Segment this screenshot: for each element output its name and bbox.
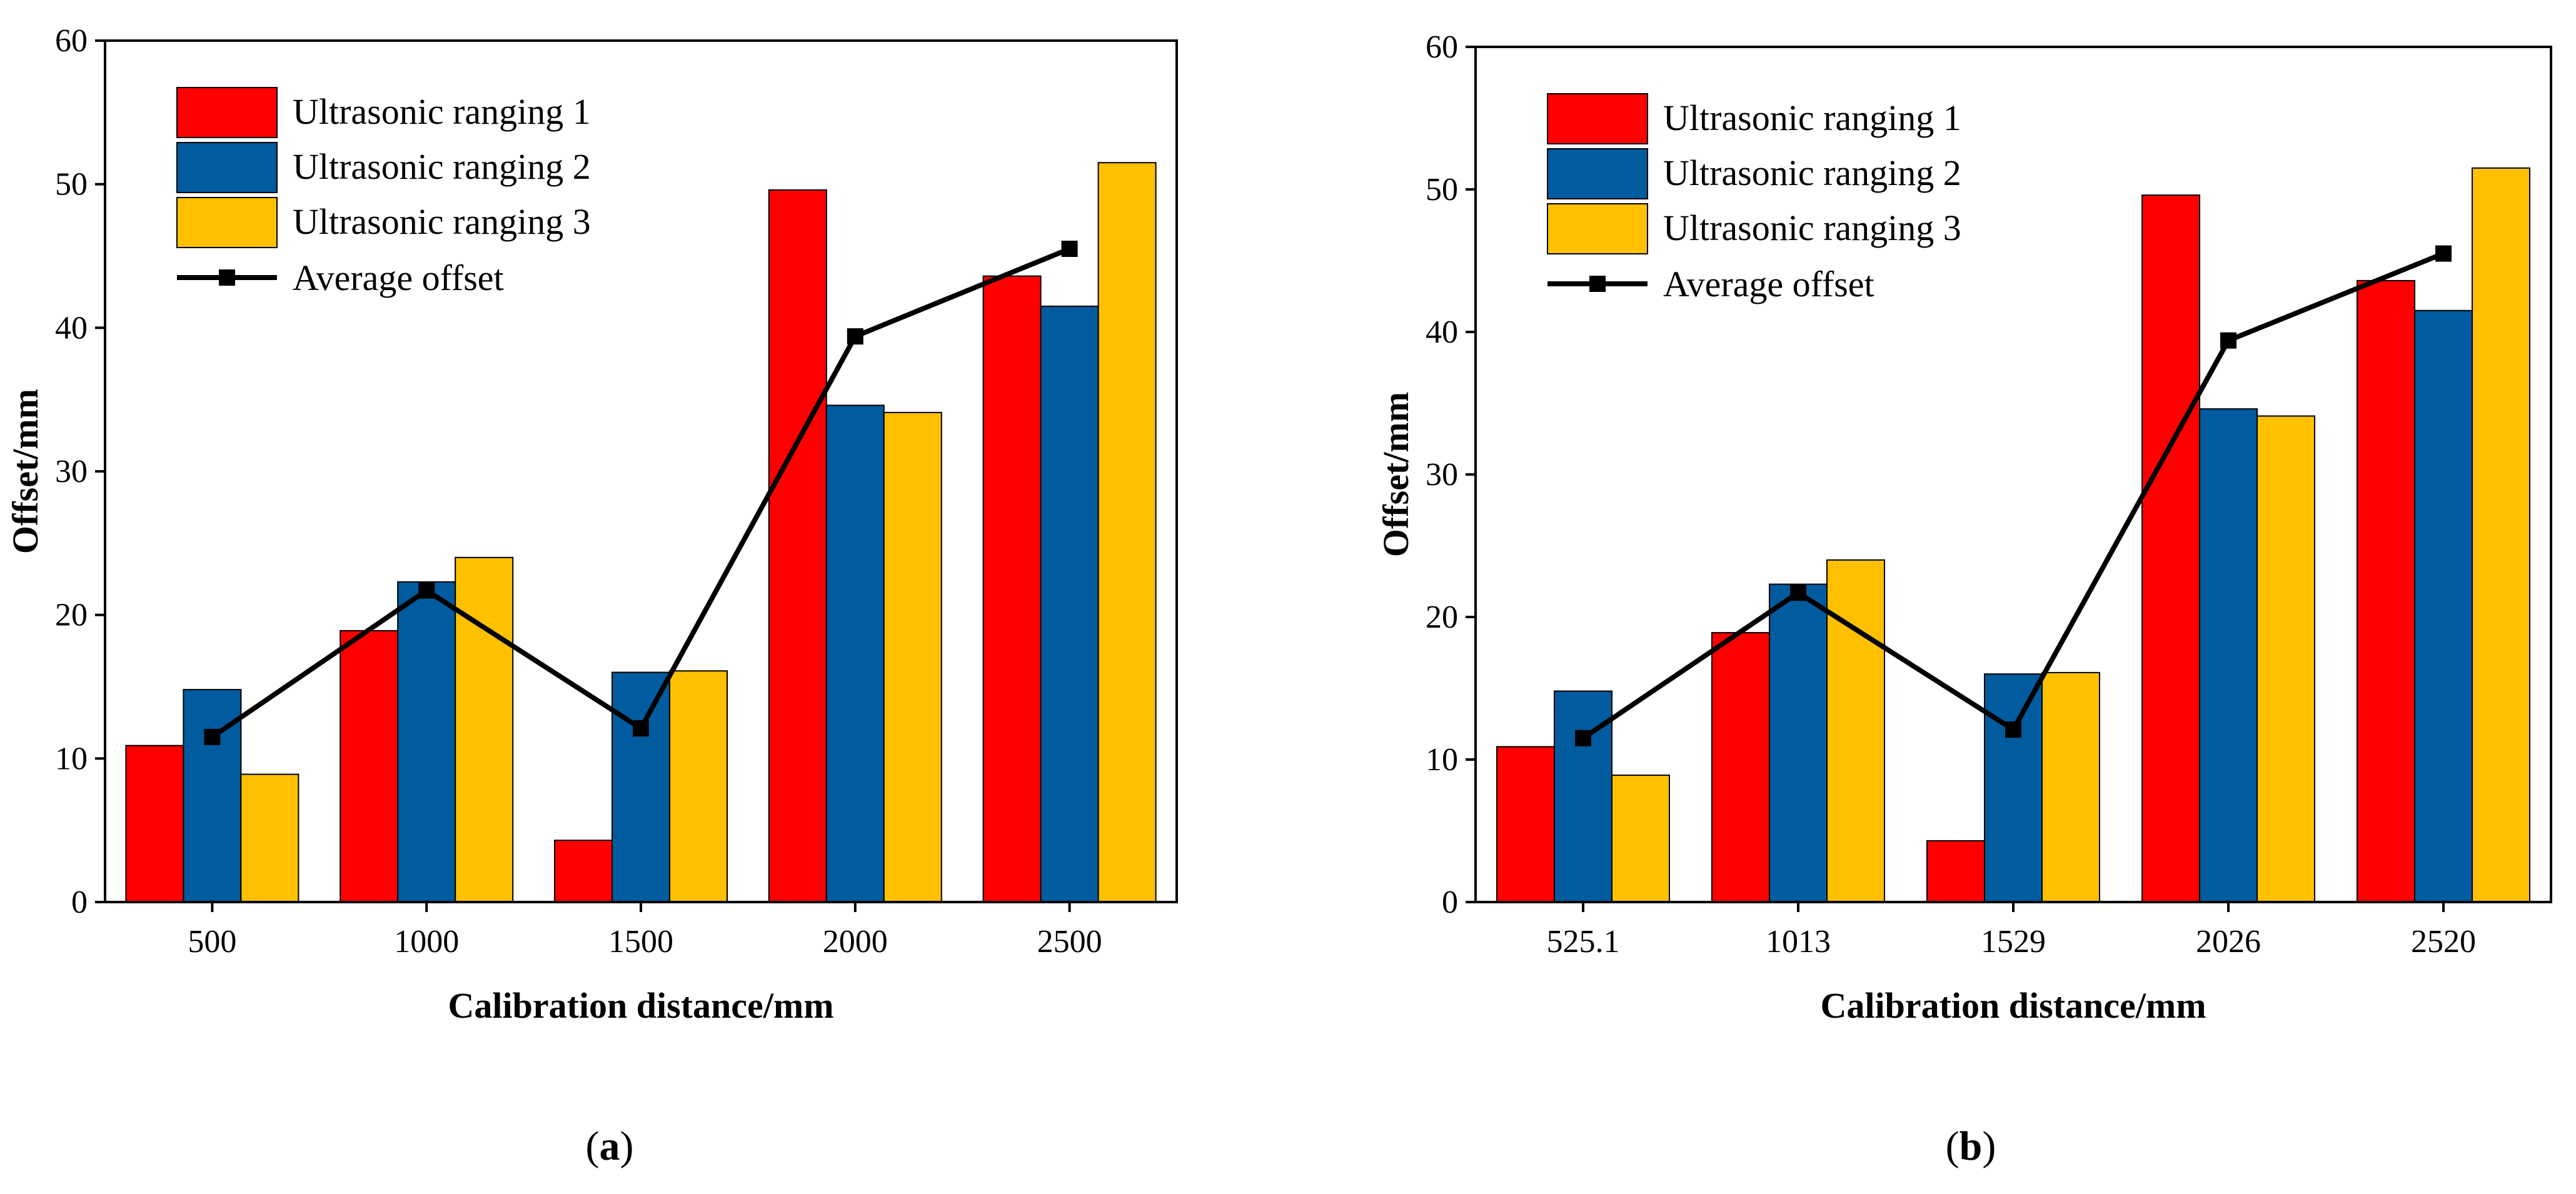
- bar-series2-2026: [2199, 408, 2258, 903]
- average-offset-marker-2026: [2220, 332, 2236, 349]
- chart-panel-a: 0 10 20 30 40 50 60 500 1000 1500 2000 2500 Calibrat…: [5, 23, 1178, 1026]
- legend-swatch-series2: [1547, 148, 1648, 199]
- bar-series1-2000: [768, 189, 827, 903]
- x-tick-label: 1500: [608, 924, 673, 960]
- x-axis-title: Calibration distance/mm: [448, 985, 833, 1026]
- caption-a: (a): [586, 1123, 634, 1169]
- legend-label-series2: Ultrasonic ranging 2: [1663, 153, 1961, 193]
- bar-series3-2026: [2257, 415, 2315, 903]
- bar-series1-525.1: [1496, 746, 1555, 903]
- bar-series1-1500: [554, 840, 613, 903]
- legend-label-series3: Ultrasonic ranging 3: [293, 201, 591, 242]
- bar-series1-1529: [1926, 840, 1985, 903]
- legend-marker-average: [219, 269, 235, 286]
- bar-series2-2000: [825, 404, 885, 903]
- bar-series1-1000: [340, 630, 399, 903]
- average-offset-marker-1013: [1790, 584, 1806, 601]
- legend-label-average: Average offset: [293, 258, 504, 298]
- bar-series3-2500: [1097, 162, 1157, 903]
- y-tick-label: 40: [1426, 314, 1458, 350]
- y-tick-label: 10: [1426, 742, 1458, 778]
- y-tick-label: 50: [55, 167, 88, 203]
- x-tick-label: 1529: [1981, 924, 2046, 960]
- bar-series3-1500: [669, 670, 728, 903]
- bar-series2-1013: [1769, 583, 1828, 903]
- legend-label-series3: Ultrasonic ranging 3: [1663, 208, 1961, 248]
- x-tick-label: 500: [188, 924, 236, 960]
- y-tick-label: 30: [55, 454, 88, 489]
- bar-series1-500: [125, 745, 184, 903]
- legend-swatch-series1: [1547, 93, 1648, 144]
- x-tick-label: 525.1: [1547, 924, 1620, 960]
- x-tick-label: 2500: [1037, 924, 1102, 960]
- bar-series2-2520: [2414, 309, 2473, 903]
- average-offset-marker-2000: [847, 328, 863, 345]
- average-offset-marker-1529: [2005, 721, 2021, 738]
- legend-label-series1: Ultrasonic ranging 1: [1663, 98, 1961, 138]
- y-tick-label: 20: [1426, 600, 1458, 635]
- bar-series3-2000: [883, 411, 942, 903]
- caption-b: (b): [1946, 1123, 1996, 1169]
- legend-marker-average: [1589, 276, 1606, 292]
- bar-series2-2500: [1040, 305, 1099, 903]
- average-offset-marker-525.1: [1575, 730, 1591, 746]
- bar-series3-500: [240, 773, 299, 903]
- legend-label-average: Average offset: [1663, 264, 1874, 304]
- y-tick-label: 40: [55, 310, 88, 346]
- bar-series2-1000: [397, 581, 456, 903]
- legend-swatch-series3: [1547, 203, 1648, 254]
- x-tick-label: 2520: [2411, 924, 2476, 960]
- y-tick-label: 30: [1426, 457, 1458, 493]
- average-offset-marker-1000: [418, 582, 435, 599]
- legend-swatch-series1: [176, 87, 278, 138]
- legend: Ultrasonic ranging 1 Ultrasonic ranging 2…: [1547, 93, 1961, 304]
- y-tick-label: 50: [1426, 172, 1458, 208]
- average-offset-marker-2500: [1061, 241, 1078, 258]
- y-axis-title: Offset/mm: [1376, 392, 1416, 557]
- bar-series3-1000: [455, 556, 514, 903]
- chart-panel-b: 0 10 20 30 40 50 60 525.1 1013 1529 2026 2520 Calibr…: [1376, 29, 2552, 1026]
- y-axis-title: Offset/mm: [5, 389, 46, 554]
- x-tick-label: 1013: [1766, 924, 1831, 960]
- bar-series3-2520: [2472, 167, 2530, 903]
- legend: Ultrasonic ranging 1 Ultrasonic ranging 2…: [176, 87, 591, 298]
- y-tick-label: 60: [55, 23, 88, 59]
- bar-series2-1529: [1984, 673, 2043, 903]
- average-offset-marker-500: [204, 728, 221, 745]
- y-tick-label: 0: [1442, 885, 1458, 920]
- bar-series1-1013: [1711, 632, 1770, 903]
- bar-series1-2500: [982, 275, 1042, 903]
- x-axis-title: Calibration distance/mm: [1820, 985, 2206, 1026]
- bar-series3-1529: [2041, 671, 2100, 903]
- bar-series2-1500: [611, 671, 670, 903]
- average-offset-marker-1500: [633, 720, 649, 737]
- average-offset-marker-2520: [2435, 245, 2452, 262]
- bar-series3-1013: [1826, 559, 1885, 903]
- x-tick-label: 1000: [394, 924, 459, 960]
- y-tick-label: 20: [55, 598, 88, 633]
- bar-series1-2520: [2357, 279, 2415, 903]
- legend-label-series2: Ultrasonic ranging 2: [293, 146, 591, 187]
- bar-series1-2026: [2141, 194, 2200, 903]
- x-tick-label: 2026: [2196, 924, 2261, 960]
- y-tick-label: 0: [71, 885, 88, 920]
- bar-series3-525.1: [1611, 775, 1670, 903]
- y-tick-label: 10: [55, 741, 88, 776]
- legend-label-series1: Ultrasonic ranging 1: [293, 91, 591, 132]
- x-tick-label: 2000: [823, 924, 888, 960]
- legend-swatch-series2: [176, 142, 278, 193]
- y-tick-label: 60: [1426, 29, 1458, 65]
- legend-swatch-series3: [176, 197, 278, 248]
